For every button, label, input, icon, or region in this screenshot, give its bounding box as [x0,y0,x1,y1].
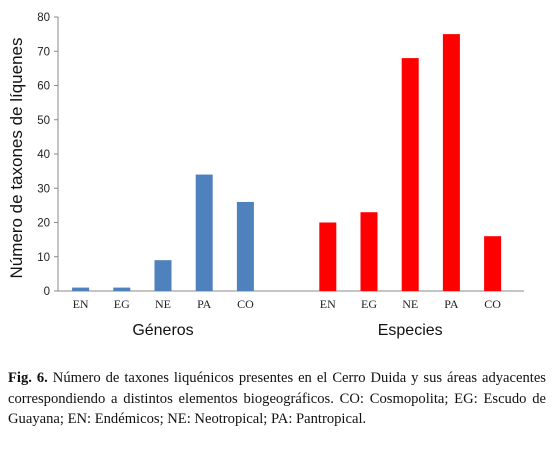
y-tick-label: 0 [44,286,50,298]
y-tick-label: 10 [37,252,50,264]
x-tick-label: CO [484,297,501,311]
x-tick-label: CO [237,297,254,311]
y-tick-label: 40 [37,149,50,161]
bar [319,222,337,291]
x-tick-label: EN [320,297,336,311]
group-label: Especies [378,322,443,339]
bar [236,201,254,291]
x-tick-label: EN [73,297,89,311]
y-tick-label: 50 [37,115,50,127]
x-tick-label: EG [361,297,377,311]
y-tick-label: 20 [37,218,50,230]
bar [360,212,378,291]
x-tick-label: NE [155,297,171,311]
bar [154,260,172,291]
y-tick-label: 60 [37,81,50,93]
figure-caption: Fig. 6. Número de taxones liquénicos pre… [8,368,546,430]
bars [72,34,502,291]
x-tick-label: NE [402,297,418,311]
group-label: Géneros [132,322,193,339]
tick-labels: 0 10 20 30 40 50 60 70 80 EN EG NE PA CO Géneros EN EG NE… [37,12,501,339]
caption-text: Número de taxones liquénicos presentes e… [8,370,546,427]
y-tick-label: 80 [37,12,50,24]
bar [195,174,213,291]
y-tick-label: 70 [37,46,50,58]
x-tick-label: PA [444,297,459,311]
y-axis-label: Número de taxones de líquenes [7,38,26,279]
y-tick-label: 30 [37,183,50,195]
bar [113,287,131,291]
x-tick-label: PA [197,297,212,311]
bar [401,58,419,291]
bar-chart: Número de taxones de líquenes 0 10 20 30 40 5… [7,12,524,339]
bar [72,287,90,291]
x-tick-label: EG [114,297,130,311]
caption-label: Fig. 6. [8,370,48,386]
bar [442,34,460,291]
bar [484,236,502,291]
